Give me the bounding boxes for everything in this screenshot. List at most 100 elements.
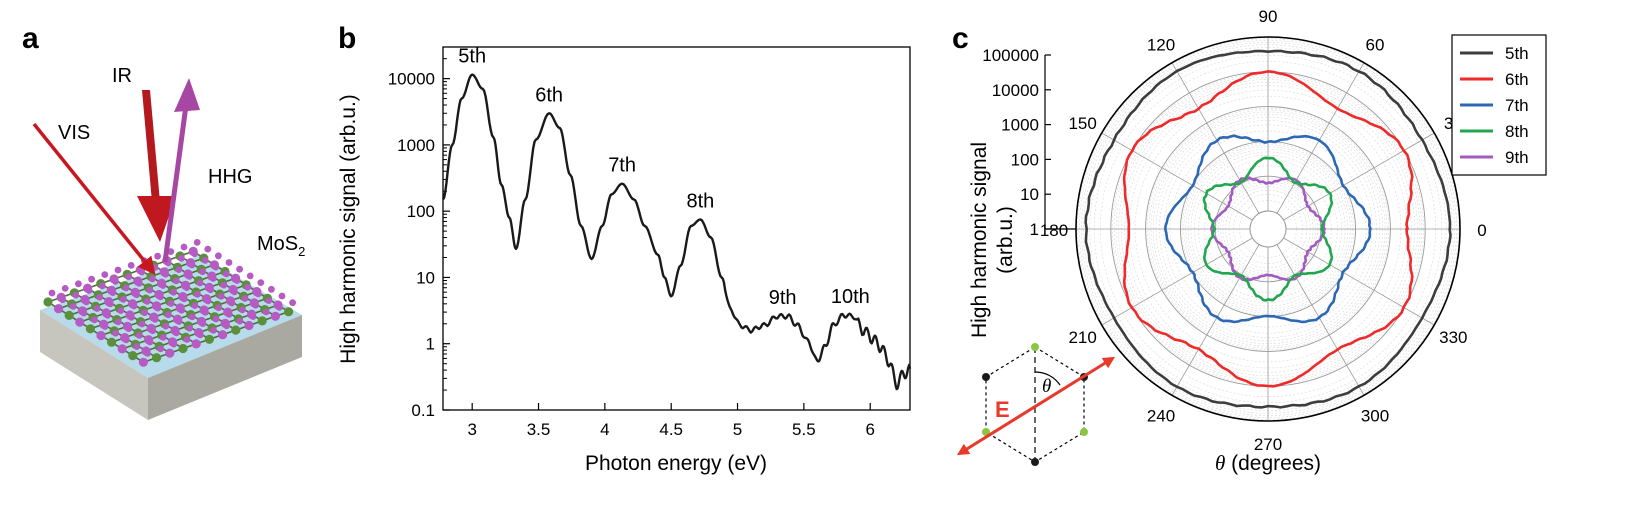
lattice-atom-top — [196, 331, 204, 339]
lattice-atom-top — [173, 329, 180, 337]
radial-tick-label: 1 — [1030, 220, 1039, 239]
spectrum-line — [441, 73, 912, 391]
polar-angle-label: 60 — [1366, 36, 1385, 55]
lattice-atom-top — [254, 290, 262, 298]
polar-series-7th — [1164, 134, 1372, 324]
lattice-atom-top — [180, 295, 188, 303]
lattice-atom-top — [127, 313, 135, 321]
lattice-atom-top — [154, 304, 162, 312]
substrate-right-side — [148, 315, 302, 420]
lattice-atom-top — [191, 250, 199, 258]
lattice-atom — [85, 324, 95, 334]
lattice-atom-top — [236, 317, 244, 325]
harmonic-label: 8th — [686, 190, 714, 212]
lattice-atom-top — [122, 336, 130, 344]
lattice-atom-top — [183, 336, 191, 343]
lattice-atom — [107, 337, 117, 347]
lattice-atom — [270, 311, 280, 321]
lattice-atom-top — [130, 302, 138, 310]
vis-label: VIS — [58, 122, 90, 144]
lattice-atom — [75, 317, 85, 327]
lattice-atom — [54, 304, 64, 314]
lattice-atom-top — [143, 298, 151, 305]
lattice-atom-top — [109, 289, 117, 296]
substrate-left-side — [40, 310, 148, 420]
lattice-atom-top — [209, 275, 217, 282]
harmonic-label: 7th — [608, 155, 636, 177]
spectrum-y-ticks: 0.1 1 10 100 1000 10000 — [388, 58, 450, 420]
lattice-atom-top — [212, 263, 220, 271]
lattice-atom-top — [93, 305, 101, 312]
lattice-atom-top — [120, 295, 127, 303]
harmonic-label: 9th — [769, 287, 797, 309]
lattice-atom-top — [162, 270, 170, 278]
lattice-atom-top — [104, 311, 111, 319]
vis-beam-arrow — [32, 122, 156, 275]
polar-angle-label: 180 — [1040, 221, 1068, 240]
lattice-atom-top — [244, 283, 252, 291]
lattice-atom-top — [217, 293, 225, 300]
lattice-atom-top — [249, 313, 257, 320]
lattice-atom-top — [159, 282, 167, 289]
hhg-beam-shaft — [162, 97, 190, 263]
lattice-atom-top — [207, 286, 215, 294]
lattice-atom-top — [204, 245, 212, 253]
beam-hhg: HHG — [162, 78, 252, 263]
spectrum-x-tick-label: 3 — [467, 420, 476, 439]
radial-tick-label: 1000 — [1001, 116, 1039, 135]
lattice-atom-top — [201, 257, 209, 264]
lattice-atom-top — [69, 303, 77, 310]
panel-label-b: b — [338, 22, 356, 55]
spectrum-y-tick-label: 0.1 — [411, 401, 435, 420]
lattice-atom-top — [196, 279, 204, 287]
angle-theta-label: θ — [1042, 376, 1051, 397]
lattice-atom-top — [146, 286, 154, 294]
lattice-atom-top — [276, 303, 283, 311]
spectrum-y-tick-label: 1000 — [397, 136, 435, 155]
lattice-atom-top — [178, 254, 185, 262]
lattice-atom-top — [167, 300, 175, 307]
panel-label-c: c — [952, 22, 969, 55]
legend-label: 6th — [1505, 70, 1529, 89]
polar-angle-label: 0 — [1477, 221, 1486, 240]
harmonic-label: 10th — [831, 286, 870, 308]
lattice-atom — [96, 330, 106, 341]
atom-s-top — [1031, 343, 1039, 351]
lattice-atom-top — [241, 295, 249, 302]
polar-angle-label: 330 — [1439, 328, 1467, 347]
lattice-atom-top — [204, 297, 212, 305]
lattice-atom-top — [135, 280, 143, 287]
lattice-atom-top — [138, 268, 146, 276]
lattice-atom — [138, 357, 148, 367]
spectrum-x-tick-label: 3.5 — [527, 420, 551, 439]
lattice-atom-top — [48, 289, 56, 297]
lattice-atom-top — [220, 281, 228, 289]
harmonic-annotations: 5th 6th 7th 8th 9th 10th — [458, 46, 869, 310]
lattice-atom-top — [172, 277, 180, 285]
lattice-atom-top — [223, 270, 230, 278]
polar-spoke — [1171, 62, 1260, 214]
panel-label-a: a — [22, 22, 39, 55]
polar-y-axis-title-line1: High harmonic signal — [968, 142, 991, 338]
lattice-atom-top — [239, 306, 246, 314]
lattice-atom-top — [223, 322, 231, 330]
radial-tick-label: 10 — [1020, 185, 1039, 204]
lattice-atom-top — [236, 265, 244, 273]
lattice-atom-top — [233, 277, 241, 284]
panel-a: a VIS IR HHG MoS2 — [22, 22, 305, 420]
lattice-atom-top — [162, 322, 170, 330]
atom-s-bottom-right — [1080, 428, 1088, 436]
panel-b: b 0.1 1 10 100 1000 10000 3 3.5 4 4.5 5 5.5 6 5th 6t… — [337, 22, 912, 475]
lattice-atom-top — [114, 318, 122, 326]
lattice-atom-top — [194, 290, 201, 298]
lattice-atom-top — [122, 284, 130, 292]
lattice-atom — [218, 330, 228, 340]
polar-spoke — [1101, 132, 1253, 221]
lattice-atom-top — [106, 300, 114, 308]
lattice-atom-top — [180, 243, 188, 251]
spectrum-x-tick-label: 6 — [865, 420, 874, 439]
lattice-atom-top — [154, 252, 162, 260]
lattice-atom-top — [178, 306, 186, 314]
lattice-atom-top — [225, 311, 233, 318]
